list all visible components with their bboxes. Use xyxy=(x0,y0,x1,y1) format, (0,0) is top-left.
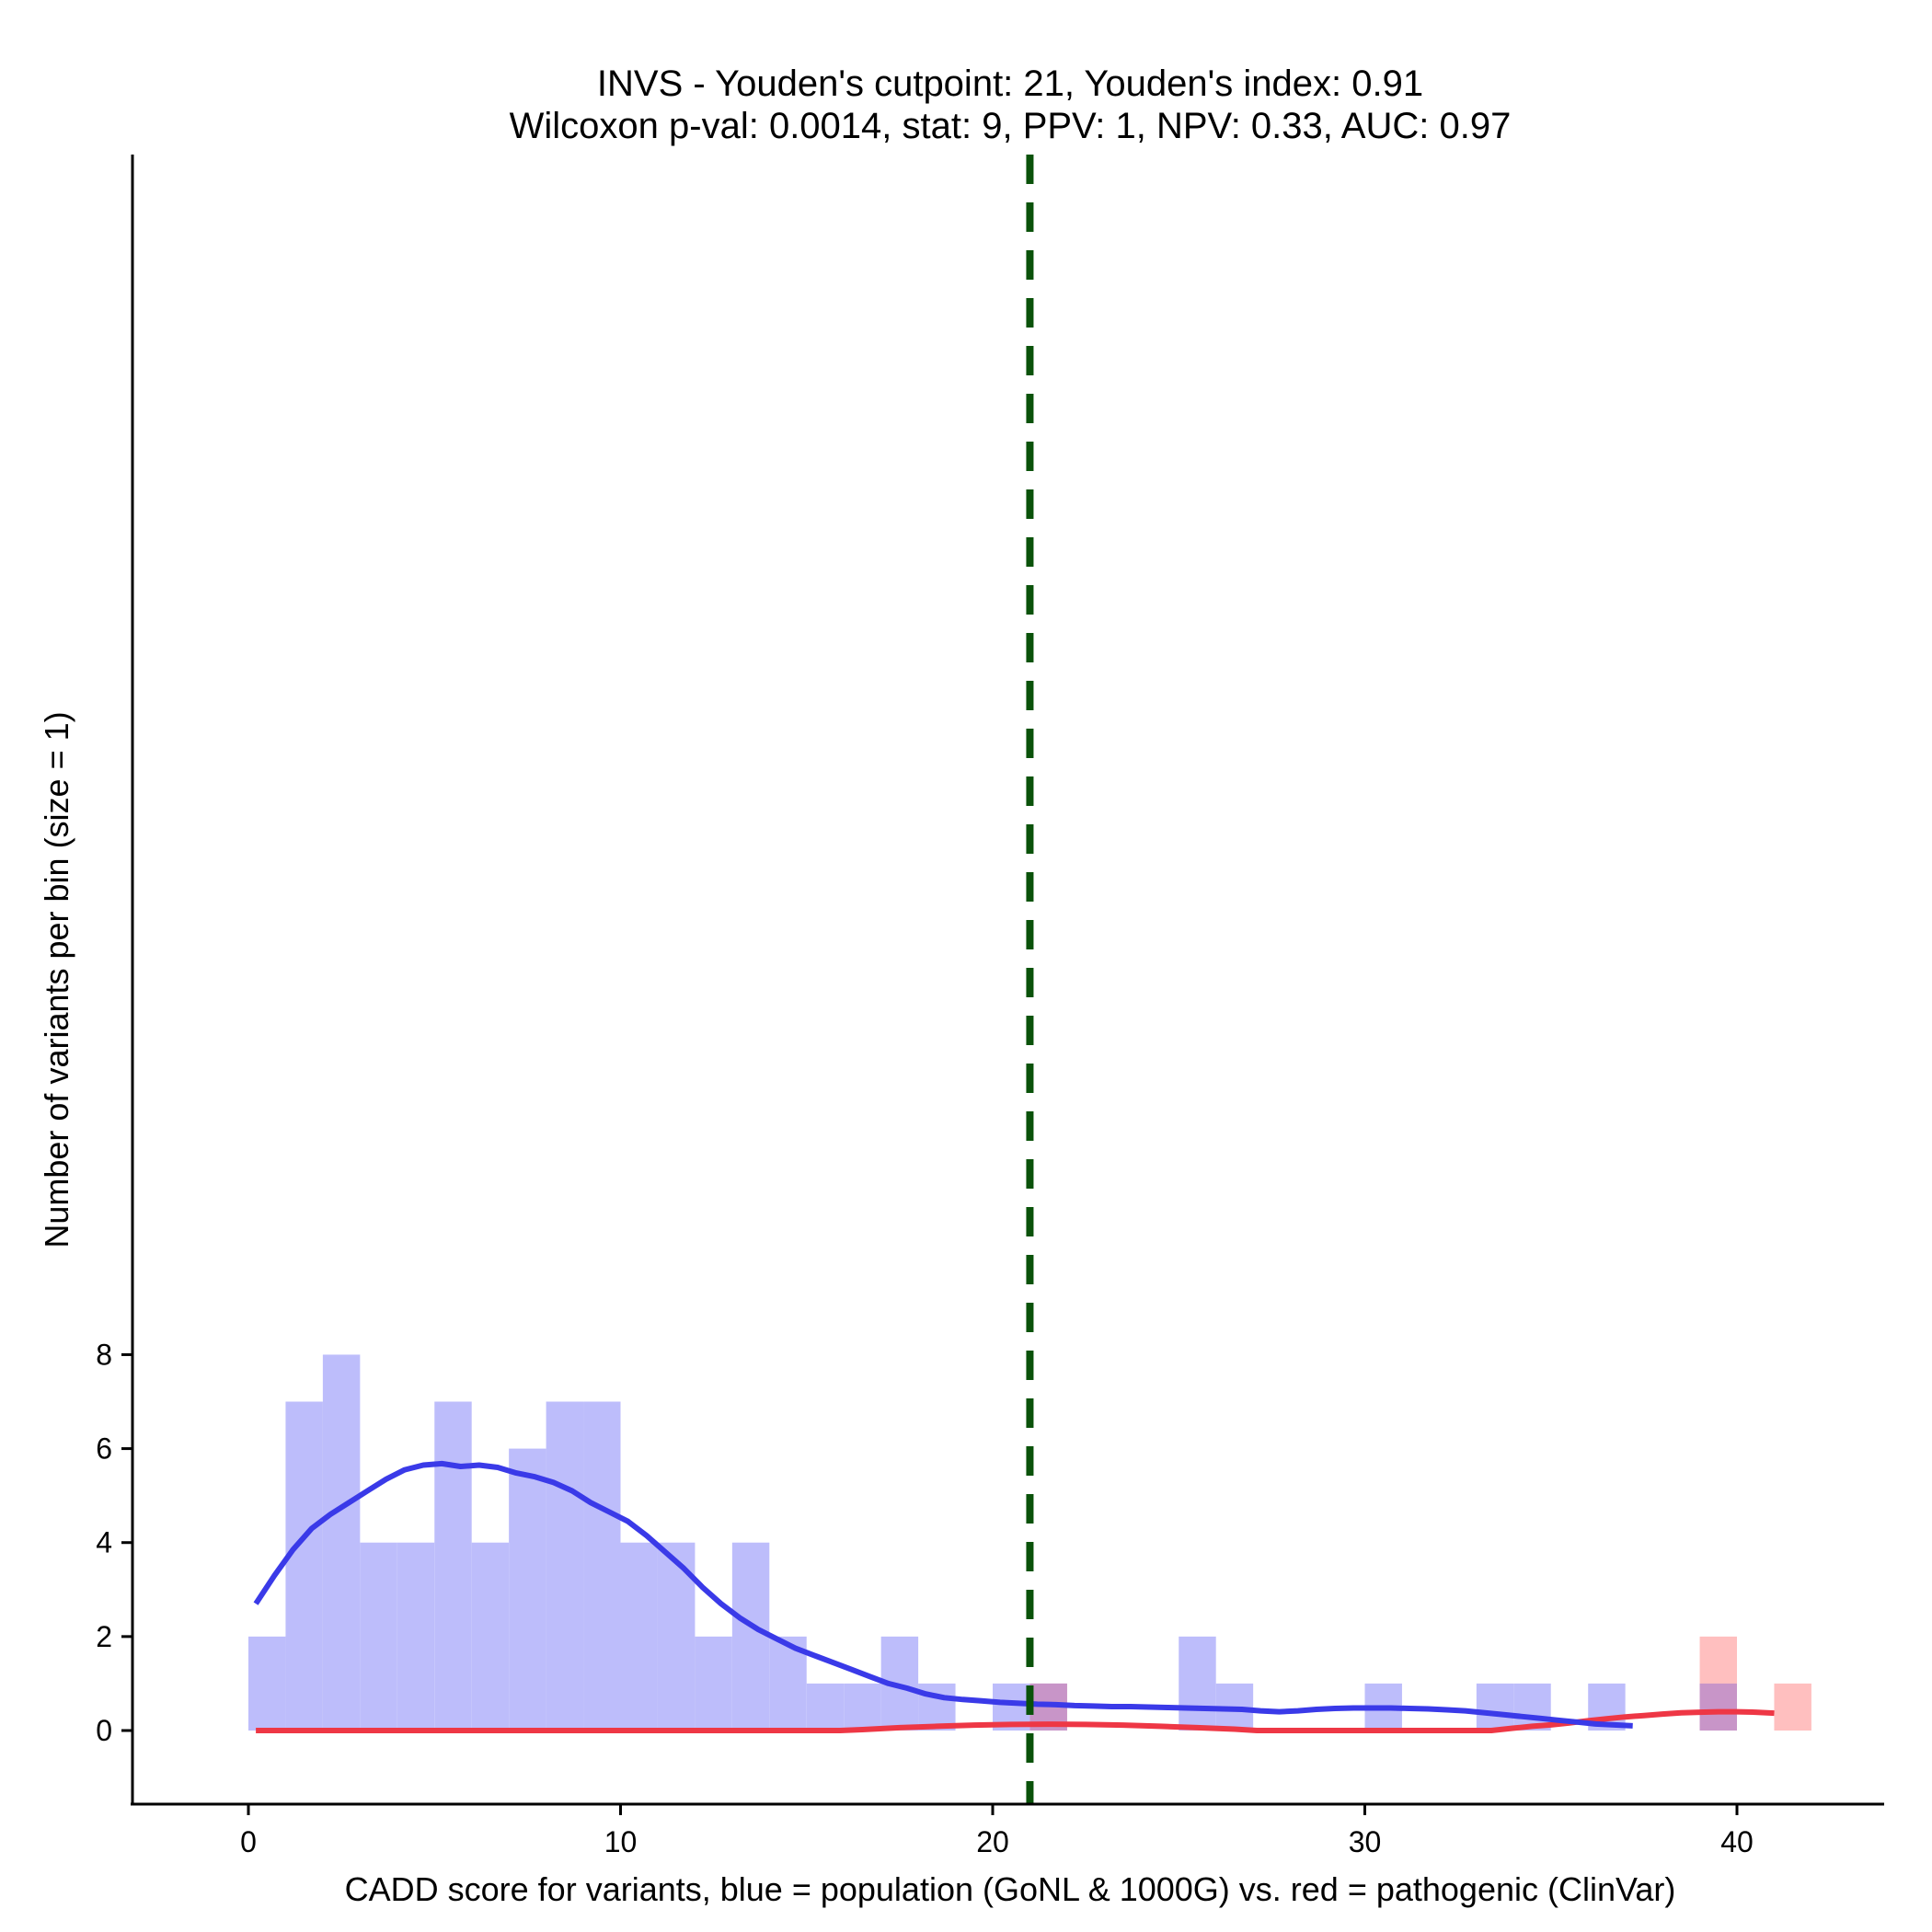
population-bar xyxy=(471,1542,510,1731)
population-bar xyxy=(806,1683,845,1731)
population-bar xyxy=(731,1542,770,1731)
y-tick-label: 0 xyxy=(96,1714,112,1747)
population-bar xyxy=(397,1542,435,1731)
x-tick-label: 10 xyxy=(604,1825,638,1858)
y-tick-label: 2 xyxy=(96,1620,112,1653)
y-tick-label: 6 xyxy=(96,1432,112,1466)
x-tick-label: 20 xyxy=(976,1825,1009,1858)
population-bar xyxy=(509,1448,546,1731)
axes xyxy=(131,155,1884,1806)
population-bar xyxy=(322,1354,361,1731)
population-bar xyxy=(248,1636,286,1731)
y-tick-label: 8 xyxy=(96,1338,112,1371)
population-bar xyxy=(285,1401,323,1731)
histogram-bars xyxy=(248,1354,1811,1731)
population-bar xyxy=(620,1542,658,1731)
chart-title-line1: INVS - Youden's cutpoint: 21, Youden's i… xyxy=(597,63,1423,104)
x-tick-label: 0 xyxy=(240,1825,257,1858)
density-curves xyxy=(253,1460,1775,1733)
population-bar xyxy=(434,1401,472,1731)
population-bar xyxy=(360,1542,397,1731)
pathogenic-density-line xyxy=(256,1708,1775,1733)
pathogenic-bar xyxy=(1774,1683,1811,1731)
population-bar xyxy=(695,1636,732,1731)
population-bar xyxy=(583,1401,621,1731)
y-ticks: 0 2 4 6 8 xyxy=(96,1338,132,1747)
y-axis-label: Number of variants per bin (size = 1) xyxy=(38,711,75,1248)
population-bar xyxy=(1179,1636,1216,1731)
x-axis-label: CADD score for variants, blue = populati… xyxy=(345,1870,1676,1908)
y-tick-label: 4 xyxy=(96,1526,112,1559)
x-ticks: 0 10 20 30 40 xyxy=(240,1804,1754,1858)
population-bar xyxy=(546,1401,584,1731)
chart-title-line2: Wilcoxon p-val: 0.0014, stat: 9, PPV: 1,… xyxy=(510,106,1512,146)
x-tick-label: 40 xyxy=(1720,1825,1754,1858)
x-tick-label: 30 xyxy=(1349,1825,1382,1858)
population-bar xyxy=(1476,1683,1514,1731)
population-density-line xyxy=(253,1460,1633,1729)
overlap-bar xyxy=(1699,1683,1737,1731)
population-bar xyxy=(844,1683,881,1731)
